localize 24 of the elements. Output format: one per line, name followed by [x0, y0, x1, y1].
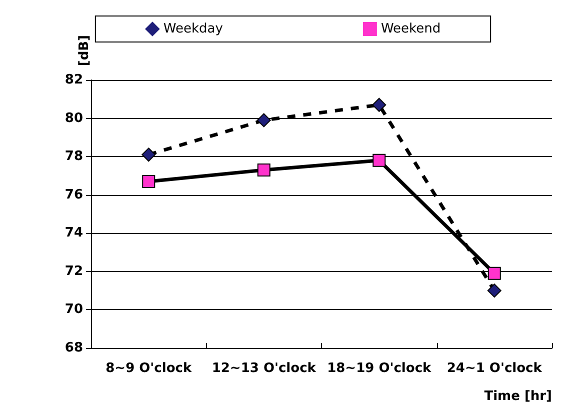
point — [142, 148, 156, 162]
point — [488, 266, 501, 280]
x-tick-label: 8~9 O'clock — [106, 361, 192, 376]
point — [142, 174, 156, 188]
y-tick-label: 76 — [64, 187, 83, 202]
x-tick-label: 24~1 O'clock — [446, 361, 542, 376]
y-tick-label: 82 — [64, 72, 83, 88]
x-axis-title: Time [hr] — [484, 389, 552, 404]
y-tick-label: 68 — [64, 340, 83, 356]
point — [487, 284, 502, 298]
point — [256, 113, 271, 128]
point — [372, 154, 386, 167]
point — [257, 163, 270, 176]
y-tick-label: 78 — [64, 149, 83, 164]
y-tick-label: 72 — [64, 264, 83, 279]
y-tick-label: 70 — [64, 302, 83, 318]
y-tick-label: 74 — [64, 226, 83, 241]
y-axis-title: [dB] — [77, 35, 92, 66]
x-tick-label: 12~13 O'clock — [212, 361, 316, 376]
point — [372, 98, 386, 112]
legend-label: Weekend — [380, 22, 441, 36]
y-tick-label: 80 — [64, 110, 83, 126]
x-tick-label: 18~19 O'clock — [327, 361, 432, 376]
legend-label: Weekday — [163, 22, 224, 36]
